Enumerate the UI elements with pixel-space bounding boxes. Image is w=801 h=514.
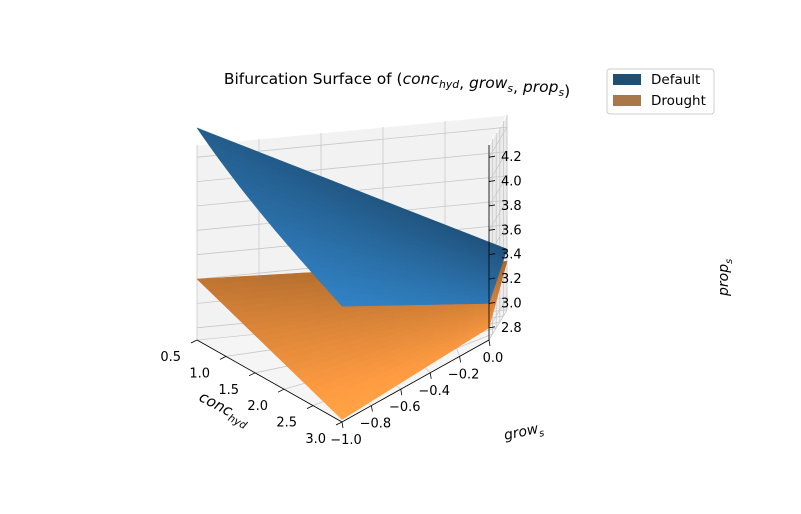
axis-lines: 0.5 1.0 1.5 2.0 2.5 3.0 −1.0−0.8 −0.6−0.4 −0.20.… [160, 145, 522, 448]
legend-label-default: Default [651, 72, 700, 88]
z-tick [488, 302, 496, 304]
surface-patch-default [476, 298, 485, 302]
legend-swatch-default [613, 74, 641, 85]
y-tick-label: −0.8 [360, 417, 392, 432]
x-tick [190, 339, 198, 344]
surface-patch-default [457, 300, 465, 305]
svg-text:props: props [716, 259, 735, 297]
y-tick-label: 0.0 [483, 351, 504, 366]
svg-text:Bifurcation Surface of (conchy: Bifurcation Surface of (conchyd, grows, … [224, 70, 570, 100]
z-tick [488, 326, 496, 329]
x-tick [306, 405, 314, 409]
z-tick-label: 4.0 [501, 175, 522, 190]
z-tick [488, 204, 496, 207]
surface-patch-default [450, 297, 459, 302]
x-tick-label: 1.5 [218, 383, 239, 398]
x-tick-label: 3.0 [305, 432, 326, 447]
z-tick-label: 3.8 [501, 199, 522, 214]
y-tick-label: −0.2 [448, 367, 480, 382]
y-tick-label: −0.4 [418, 384, 450, 399]
z-axis-label: props [716, 259, 735, 297]
surface-patch-default [450, 300, 459, 305]
grid-line-y [488, 115, 508, 341]
legend: Default Drought [606, 68, 715, 115]
y-tick [371, 405, 373, 412]
surface-patch-default [482, 298, 491, 302]
z-tick [488, 253, 496, 256]
y-tick [341, 421, 344, 429]
z-tick [488, 180, 496, 182]
x-tick [335, 421, 343, 426]
y-tick [400, 389, 403, 396]
x-tick [277, 388, 285, 393]
surface-patch-default [476, 300, 484, 304]
z-tick-label: 3.6 [501, 223, 522, 238]
x-tick-label: 2.0 [247, 399, 268, 414]
surface-patch-default [463, 297, 471, 302]
z-tick [488, 155, 496, 158]
z-tick-label: 3.2 [501, 272, 522, 287]
x-tick-label: 0.5 [160, 350, 181, 365]
legend-swatch-drought [613, 95, 641, 106]
surface-patch-default [463, 300, 471, 305]
y-tick [459, 356, 461, 363]
surface-patch-default [463, 294, 471, 299]
y-tick [429, 372, 432, 379]
z-tick-label: 4.2 [501, 150, 522, 165]
grid-line-z [196, 126, 508, 158]
svg-text:grows: grows [503, 420, 546, 447]
surface-default [196, 127, 508, 307]
z-tick-label: 3.4 [501, 248, 522, 263]
y-tick-label: −1.0 [330, 433, 362, 448]
z-tick [488, 277, 496, 280]
legend-label-drought: Drought [651, 93, 706, 109]
x-tick [219, 356, 227, 360]
x-tick-label: 2.5 [276, 416, 297, 431]
x-axis-line [196, 339, 343, 423]
surface-patch-default [443, 296, 452, 302]
y-axis-line [341, 339, 490, 423]
y-tick-label: −0.6 [389, 400, 421, 415]
surface-patch-default [449, 293, 458, 298]
y-axis-label: grows [503, 420, 546, 447]
surface-patch-default [470, 297, 478, 302]
z-tick [488, 228, 496, 231]
z-tick-label: 3.0 [501, 296, 522, 311]
y-tick [488, 339, 491, 347]
z-tick-label: 2.8 [501, 321, 522, 336]
chart-title: Bifurcation Surface of (conchyd, grows, … [224, 70, 570, 100]
surface-patch-default [470, 300, 478, 305]
x-tick-label: 1.0 [189, 366, 210, 381]
surfaces [196, 127, 508, 420]
x-tick [248, 372, 256, 377]
surface-patch-default [456, 297, 465, 302]
